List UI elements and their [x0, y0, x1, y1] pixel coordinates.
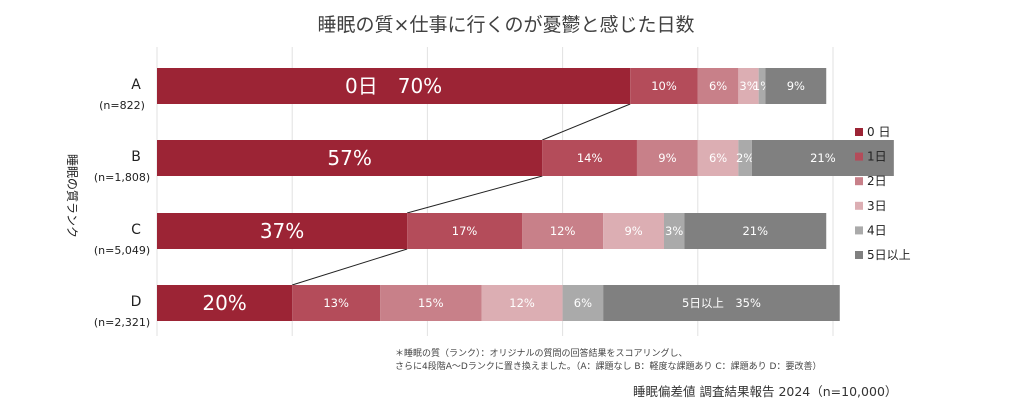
legend-label: 3日 — [867, 199, 887, 213]
bar-segment — [630, 68, 698, 104]
data-label: 9% — [787, 79, 805, 93]
category-label: A — [131, 77, 141, 93]
legend-swatch — [855, 251, 863, 259]
bar-segment — [697, 68, 739, 104]
bar-segment — [157, 285, 293, 321]
bar-segment — [684, 213, 827, 249]
data-label: 10% — [651, 79, 677, 93]
bar-segment — [738, 140, 752, 176]
bar-segment — [542, 140, 637, 176]
category-label: D — [131, 294, 142, 310]
legend: 0 日 1日 2日 3日 4日 5日以上 — [855, 125, 911, 262]
category-label: C — [131, 222, 141, 238]
bar-segment — [407, 213, 523, 249]
connector-line — [292, 248, 408, 286]
connector-lines — [292, 103, 631, 286]
bar-segment — [157, 140, 543, 176]
source-credit: 睡眠偏差値 調査結果報告 2024（n=10,000） — [633, 384, 898, 399]
bar-segment — [380, 285, 482, 321]
legend-swatch — [855, 201, 863, 210]
data-label: 5日以上 35% — [682, 296, 761, 310]
legend-label: 4日 — [867, 223, 887, 237]
data-label: 37% — [260, 219, 304, 243]
bar-segment — [522, 213, 604, 249]
data-label: 12% — [550, 224, 576, 238]
bar-segment — [636, 140, 698, 176]
data-label: 3% — [739, 79, 757, 93]
legend-swatch — [855, 226, 863, 235]
legend-swatch — [855, 177, 863, 186]
category-n-label: (n=1,808) — [94, 171, 150, 184]
category-n-label: (n=2,321) — [94, 316, 150, 329]
data-label: 6% — [574, 296, 592, 310]
connector-line — [406, 175, 543, 214]
bar-segment — [603, 285, 840, 321]
data-label: 20% — [202, 291, 246, 315]
data-label: 2% — [736, 151, 754, 165]
bar-segment — [157, 213, 408, 249]
data-label: 6% — [709, 151, 727, 165]
bar-segment — [157, 68, 631, 104]
legend-swatch — [855, 128, 863, 136]
category-n-label: (n=5,049) — [94, 244, 150, 257]
data-label: 6% — [709, 79, 727, 93]
bar-segment — [481, 285, 563, 321]
y-axis-title: 睡眠の質ランク — [65, 154, 80, 238]
data-label: 0日 70% — [345, 74, 442, 98]
connector-line — [542, 103, 631, 141]
category-label: B — [131, 149, 141, 165]
data-label: 13% — [323, 296, 349, 310]
legend-label: 2日 — [867, 174, 887, 188]
bar-segment — [738, 68, 759, 104]
bar-segment — [603, 213, 664, 249]
data-label: 14% — [577, 151, 603, 165]
legend-label: 1日 — [867, 150, 887, 164]
footnote-line-2: さらに4段階A〜Dランクに置き換えました。（A：課題なし B：軽度な課題あり C… — [395, 362, 822, 372]
data-label: 9% — [624, 224, 642, 238]
bar-segment — [758, 68, 766, 104]
bars: 0日 70% 10% 6% 3%1% 9%57% 14% 9% 6% 2% 21%37% 17% 12… — [157, 68, 894, 321]
bar-segment — [664, 213, 685, 249]
category-n-label: (n=822) — [99, 99, 145, 112]
data-label: 12% — [509, 296, 535, 310]
bar-segment — [751, 140, 894, 176]
bar-segment — [697, 140, 739, 176]
data-label: 15% — [418, 296, 444, 310]
bar-segment — [765, 68, 827, 104]
legend-label: 5日以上 — [867, 248, 911, 262]
footnote-line-1: ＊睡眠の質（ランク）：オリジナルの質問の回答結果をスコアリングし、 — [395, 349, 688, 359]
legend-label: 0 日 — [867, 125, 890, 139]
data-label: 21% — [742, 224, 768, 238]
category-labels: A (n=822) B (n=1,808) C (n=5,049) D (n=2,321) — [94, 77, 150, 329]
data-label: 9% — [658, 151, 676, 165]
legend-swatch — [855, 152, 863, 161]
data-label: 17% — [452, 224, 478, 238]
bar-segment — [562, 285, 604, 321]
data-label: 21% — [810, 151, 836, 165]
data-label: 3% — [665, 224, 683, 238]
bar-segment — [292, 285, 381, 321]
data-label: 57% — [327, 146, 371, 170]
chart-title: 睡眠の質×仕事に行くのが憂鬱と感じた日数 — [318, 14, 695, 36]
